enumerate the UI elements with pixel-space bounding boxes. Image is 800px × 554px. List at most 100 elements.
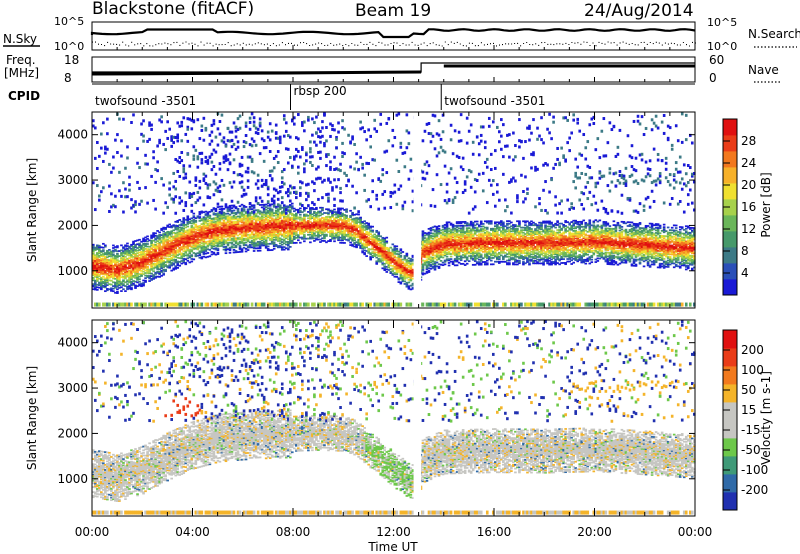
range-cell	[425, 233, 429, 236]
range-cell	[381, 262, 385, 265]
range-cell	[268, 232, 272, 235]
range-cell	[166, 252, 169, 255]
range-cell	[152, 156, 155, 160]
range-cell	[100, 190, 103, 194]
range-cell	[144, 244, 147, 246]
range-cell	[317, 230, 320, 233]
range-cell	[319, 302, 322, 307]
range-cell	[284, 227, 288, 229]
range-cell	[282, 204, 286, 207]
range-cell	[202, 172, 206, 176]
range-cell	[313, 226, 316, 228]
range-cell	[274, 213, 278, 216]
range-cell	[146, 245, 149, 248]
range-cell	[373, 251, 377, 254]
range-cell	[270, 223, 274, 226]
range-cell	[172, 229, 176, 232]
range-cell	[174, 237, 178, 240]
range-cell	[250, 243, 254, 246]
range-cell	[126, 268, 129, 270]
range-cell	[184, 302, 188, 307]
range-cell	[297, 137, 300, 141]
range-cell	[299, 211, 302, 214]
range-cell	[295, 221, 298, 224]
range-cell	[236, 302, 240, 307]
range-cell	[96, 280, 99, 282]
range-cell	[212, 242, 216, 245]
range-cell	[250, 232, 254, 235]
range-cell	[403, 151, 407, 155]
range-cell	[120, 302, 123, 307]
range-cell	[224, 226, 228, 229]
range-cell	[347, 228, 350, 231]
range-cell	[218, 228, 222, 231]
range-cell	[206, 224, 210, 226]
range-cell	[162, 273, 165, 276]
range-cell	[202, 234, 206, 236]
range-cell	[152, 250, 155, 252]
range-cell	[136, 180, 139, 184]
range-cell	[284, 232, 288, 234]
range-cell	[337, 130, 340, 134]
range-cell	[290, 238, 294, 241]
range-cell	[222, 221, 226, 224]
range-cell	[208, 214, 212, 217]
range-cell	[341, 241, 344, 244]
range-cell	[176, 139, 180, 143]
range-cell	[178, 302, 182, 307]
range-cell	[317, 238, 320, 241]
range-cell	[210, 219, 214, 222]
range-cell	[224, 225, 228, 228]
range-cell	[309, 155, 312, 159]
range-cell	[248, 246, 252, 249]
range-cell	[96, 248, 99, 251]
range-cell	[371, 225, 374, 228]
range-cell	[270, 227, 274, 230]
range-cell	[106, 117, 109, 121]
range-cell	[144, 261, 147, 264]
range-cell	[431, 241, 435, 244]
range-cell	[333, 240, 336, 243]
range-cell	[176, 240, 180, 243]
range-cell	[252, 209, 256, 212]
range-cell	[403, 277, 407, 280]
range-cell	[126, 242, 129, 245]
range-cell	[395, 260, 399, 263]
range-cell	[379, 122, 383, 126]
range-cell	[355, 160, 358, 164]
range-cell	[317, 232, 320, 235]
range-cell	[116, 284, 119, 287]
range-cell	[379, 249, 383, 252]
range-cell	[405, 302, 409, 307]
range-cell	[337, 207, 340, 211]
range-cell	[156, 263, 159, 265]
range-cell	[216, 244, 220, 247]
range-cell	[315, 237, 318, 240]
range-cell	[301, 217, 304, 220]
range-cell	[341, 199, 344, 203]
range-cell	[128, 266, 131, 268]
range-cell	[254, 228, 258, 231]
range-cell	[116, 259, 119, 261]
range-cell	[397, 257, 401, 259]
range-cell	[407, 287, 411, 290]
range-cell	[288, 218, 292, 220]
range-cell	[116, 276, 119, 279]
range-cell	[429, 260, 433, 262]
range-cell	[114, 302, 117, 307]
range-cell	[347, 232, 350, 234]
range-cell	[214, 224, 218, 227]
range-cell	[138, 266, 141, 269]
range-cell	[321, 196, 324, 200]
range-cell	[162, 261, 165, 263]
range-cell	[96, 253, 99, 256]
range-cell	[331, 211, 334, 215]
range-cell	[202, 240, 206, 243]
range-cell	[98, 258, 101, 261]
range-cell	[140, 248, 143, 251]
range-cell	[212, 119, 216, 123]
range-cell	[309, 208, 312, 211]
range-cell	[282, 207, 286, 211]
range-cell	[429, 234, 433, 237]
